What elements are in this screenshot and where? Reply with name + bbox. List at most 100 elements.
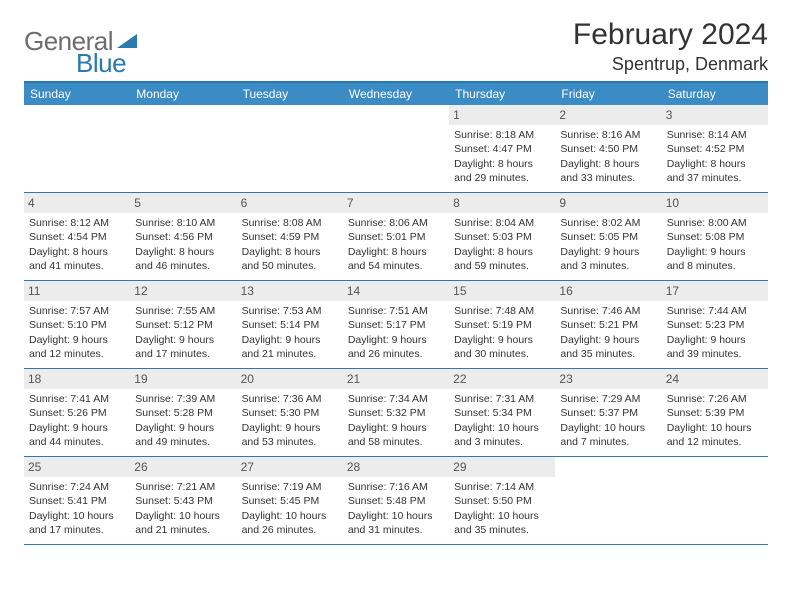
day-daylight1: Daylight: 8 hours [454,245,551,259]
day-sunset: Sunset: 5:01 PM [348,230,445,244]
calendar-cell [555,457,661,545]
calendar-cell: 13Sunrise: 7:53 AMSunset: 5:14 PMDayligh… [237,281,343,369]
day-number: 18 [24,369,130,389]
day-info: Sunrise: 7:26 AMSunset: 5:39 PMDaylight:… [666,392,764,449]
day-daylight2: and 35 minutes. [454,523,551,537]
day-sunset: Sunset: 5:30 PM [242,406,339,420]
day-number: 8 [449,193,555,213]
day-info: Sunrise: 7:51 AMSunset: 5:17 PMDaylight:… [347,304,445,361]
day-number: 11 [24,281,130,301]
day-sunrise: Sunrise: 7:55 AM [135,304,232,318]
day-daylight2: and 7 minutes. [560,435,657,449]
day-daylight1: Daylight: 9 hours [29,421,126,435]
calendar-cell: 24 Sunrise: 7:26 AMSunset: 5:39 PMDayligh… [662,369,768,457]
day-daylight2: and 3 minutes. [454,435,551,449]
calendar-cell [237,105,343,193]
calendar-cell: 29Sunrise: 7:14 AMSunset: 5:50 PMDayligh… [449,457,555,545]
day-number: 21 [343,369,449,389]
day-sunrise: Sunrise: 7:46 AM [560,304,657,318]
day-daylight2: and 37 minutes. [667,171,764,185]
day-sunset: Sunset: 5:05 PM [560,230,657,244]
day-number: 25 [24,457,130,477]
day-sunrise: Sunrise: 7:39 AM [135,392,232,406]
day-daylight1: Daylight: 9 hours [135,333,232,347]
day-sunrise: Sunrise: 7:19 AM [242,480,339,494]
weekday-wednesday: Wednesday [343,83,449,105]
day-sunrise: Sunrise: 7:36 AM [242,392,339,406]
day-sunset: Sunset: 5:08 PM [667,230,764,244]
calendar-cell: 12Sunrise: 7:55 AMSunset: 5:12 PMDayligh… [130,281,236,369]
day-sunset: Sunset: 5:10 PM [29,318,126,332]
weekday-header-row: Sunday Monday Tuesday Wednesday Thursday… [24,83,768,105]
day-info: Sunrise: 8:00 AMSunset: 5:08 PMDaylight:… [666,216,764,273]
day-info: Sunrise: 7:57 AMSunset: 5:10 PMDaylight:… [28,304,126,361]
day-daylight2: and 49 minutes. [135,435,232,449]
day-sunset: Sunset: 5:39 PM [667,406,764,420]
calendar-cell: 8 Sunrise: 8:04 AMSunset: 5:03 PMDaylight… [449,193,555,281]
day-info: Sunrise: 8:12 AMSunset: 4:54 PMDaylight:… [28,216,126,273]
day-daylight2: and 58 minutes. [348,435,445,449]
day-sunset: Sunset: 5:41 PM [29,494,126,508]
day-info: Sunrise: 8:04 AMSunset: 5:03 PMDaylight:… [453,216,551,273]
calendar-cell [662,457,768,545]
day-sunrise: Sunrise: 8:12 AM [29,216,126,230]
day-info: Sunrise: 8:08 AMSunset: 4:59 PMDaylight:… [241,216,339,273]
location: Spentrup, Denmark [573,54,768,75]
calendar-cell: 17Sunrise: 7:44 AMSunset: 5:23 PMDayligh… [662,281,768,369]
day-daylight1: Daylight: 9 hours [29,333,126,347]
calendar-cell [24,105,130,193]
day-number: 15 [449,281,555,301]
day-sunrise: Sunrise: 8:02 AM [560,216,657,230]
day-number: 26 [130,457,236,477]
day-number: 24 [662,369,768,389]
day-daylight2: and 54 minutes. [348,259,445,273]
day-info: Sunrise: 7:34 AMSunset: 5:32 PMDaylight:… [347,392,445,449]
weekday-friday: Friday [555,83,661,105]
day-daylight2: and 8 minutes. [667,259,764,273]
calendar-cell: 14 Sunrise: 7:51 AMSunset: 5:17 PMDayligh… [343,281,449,369]
day-info: Sunrise: 7:46 AMSunset: 5:21 PMDaylight:… [559,304,657,361]
day-number: 19 [130,369,236,389]
day-daylight2: and 33 minutes. [560,171,657,185]
day-daylight2: and 50 minutes. [242,259,339,273]
day-info: Sunrise: 7:55 AMSunset: 5:12 PMDaylight:… [134,304,232,361]
day-daylight2: and 53 minutes. [242,435,339,449]
day-sunset: Sunset: 5:19 PM [454,318,551,332]
day-sunset: Sunset: 5:03 PM [454,230,551,244]
day-sunrise: Sunrise: 8:06 AM [348,216,445,230]
day-daylight2: and 35 minutes. [560,347,657,361]
day-daylight1: Daylight: 9 hours [454,333,551,347]
day-info: Sunrise: 7:41 AMSunset: 5:26 PMDaylight:… [28,392,126,449]
calendar-cell: 10Sunrise: 8:00 AMSunset: 5:08 PMDayligh… [662,193,768,281]
calendar-cell: 3Sunrise: 8:14 AMSunset: 4:52 PMDaylight… [662,105,768,193]
day-sunset: Sunset: 4:47 PM [454,142,551,156]
day-daylight1: Daylight: 9 hours [348,421,445,435]
day-daylight1: Daylight: 8 hours [667,157,764,171]
calendar-cell: 19Sunrise: 7:39 AMSunset: 5:28 PMDayligh… [130,369,236,457]
day-sunset: Sunset: 5:17 PM [348,318,445,332]
day-sunrise: Sunrise: 7:26 AM [667,392,764,406]
calendar-cell [343,105,449,193]
day-sunrise: Sunrise: 7:34 AM [348,392,445,406]
day-number: 4 [24,193,130,213]
day-sunset: Sunset: 5:45 PM [242,494,339,508]
day-sunset: Sunset: 4:59 PM [242,230,339,244]
month-title: February 2024 [573,18,768,52]
day-number: 7 [343,193,449,213]
day-daylight2: and 41 minutes. [29,259,126,273]
day-daylight2: and 26 minutes. [242,523,339,537]
weekday-sunday: Sunday [24,83,130,105]
day-number: 2 [555,105,661,125]
day-info: Sunrise: 7:19 AMSunset: 5:45 PMDaylight:… [241,480,339,537]
day-daylight1: Daylight: 9 hours [667,333,764,347]
calendar-cell: 23Sunrise: 7:29 AMSunset: 5:37 PMDayligh… [555,369,661,457]
calendar-cell: 18 Sunrise: 7:41 AMSunset: 5:26 PMDayligh… [24,369,130,457]
day-daylight1: Daylight: 9 hours [242,421,339,435]
day-daylight2: and 29 minutes. [454,171,551,185]
day-info: Sunrise: 7:31 AMSunset: 5:34 PMDaylight:… [453,392,551,449]
day-sunset: Sunset: 5:12 PM [135,318,232,332]
day-sunrise: Sunrise: 7:29 AM [560,392,657,406]
calendar-cell: 6Sunrise: 8:08 AMSunset: 4:59 PMDaylight… [237,193,343,281]
day-sunset: Sunset: 5:21 PM [560,318,657,332]
day-number: 14 [343,281,449,301]
